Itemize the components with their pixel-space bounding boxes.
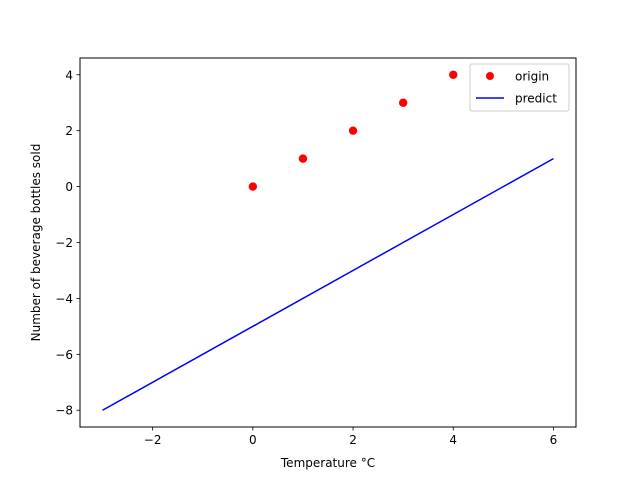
y-tick-label: −6: [55, 348, 73, 362]
series-layer: [102, 70, 554, 411]
data-point-origin: [348, 126, 358, 135]
x-tick-label: 0: [249, 433, 257, 447]
x-axis-label: Temperature °C: [280, 456, 375, 470]
y-axis-label: Number of beverage bottles sold: [29, 144, 43, 342]
legend-marker-origin: [486, 72, 494, 80]
y-tick-label: 0: [65, 180, 73, 194]
y-tick-label: −2: [55, 236, 73, 250]
y-tick-label: 4: [65, 68, 73, 82]
axes-background: [80, 58, 576, 427]
legend-box: [469, 63, 570, 112]
y-tick-label: 2: [65, 124, 73, 138]
plot-area: [79, 57, 577, 428]
y-tick-label: −4: [55, 292, 73, 306]
legend-label-origin: origin: [515, 70, 549, 84]
x-tick-label: 2: [349, 433, 357, 447]
x-tick-label: 4: [449, 433, 457, 447]
y-axis: −8 −6 −4 −2 0 2 4: [55, 68, 80, 418]
data-point-origin: [298, 154, 308, 163]
x-tick-label: −2: [144, 433, 162, 447]
legend: origin predict: [469, 63, 570, 112]
y-tick-label: −8: [55, 404, 73, 418]
legend-label-predict: predict: [515, 92, 557, 106]
x-tick-label: 6: [550, 433, 558, 447]
data-point-origin: [248, 182, 258, 191]
x-axis: −2 0 2 4 6: [144, 427, 557, 447]
series-line-predict: [102, 157, 554, 411]
data-point-origin: [449, 70, 458, 79]
data-point-origin: [398, 98, 408, 107]
